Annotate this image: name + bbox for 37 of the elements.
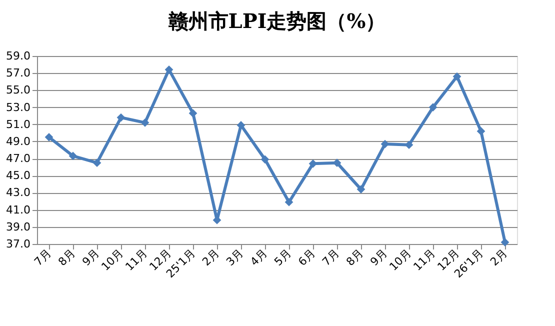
y-tick-label: 37.0 (6, 238, 30, 250)
x-tick-label: 7月 (320, 246, 342, 268)
point (92, 158, 102, 167)
y-tick-label: 53.0 (6, 100, 30, 114)
y-tick-label: 51.0 (6, 118, 30, 131)
point (116, 113, 126, 122)
x-tick-label: 4月 (248, 246, 270, 268)
y-tick-label: 59.0 (6, 50, 30, 62)
y-tick-label: 41.0 (6, 203, 30, 216)
point (356, 185, 366, 194)
x-tick-label: 8月 (344, 246, 366, 268)
x-tick-label: 7月 (32, 246, 54, 268)
point (428, 103, 438, 112)
y-tick-label: 43.0 (6, 186, 30, 200)
chart-title: 赣州市LPI走势图（%） (167, 9, 386, 33)
point (476, 127, 486, 136)
x-tick-label: 2月 (488, 246, 510, 268)
point (188, 109, 198, 118)
point (452, 72, 462, 81)
point (260, 155, 270, 164)
point (284, 198, 294, 206)
x-tick-label: 3月 (224, 246, 246, 268)
x-tick-label: 6月 (296, 246, 318, 268)
x-tick-label: 8月 (56, 246, 78, 268)
y-tick-label: 49.0 (6, 134, 30, 148)
y-tick-label: 39.0 (6, 220, 30, 234)
y-tick-label: 57.0 (6, 66, 30, 80)
y-tick-label: 45.0 (6, 169, 30, 182)
point (500, 238, 510, 246)
point (140, 118, 150, 127)
point (68, 152, 78, 160)
point (44, 133, 54, 142)
y-tick-label: 55.0 (6, 84, 30, 97)
x-tick-label: 2月 (200, 246, 222, 268)
y-tick-label: 47.0 (6, 152, 30, 166)
point (164, 65, 174, 74)
x-tick-label: 5月 (272, 246, 294, 268)
